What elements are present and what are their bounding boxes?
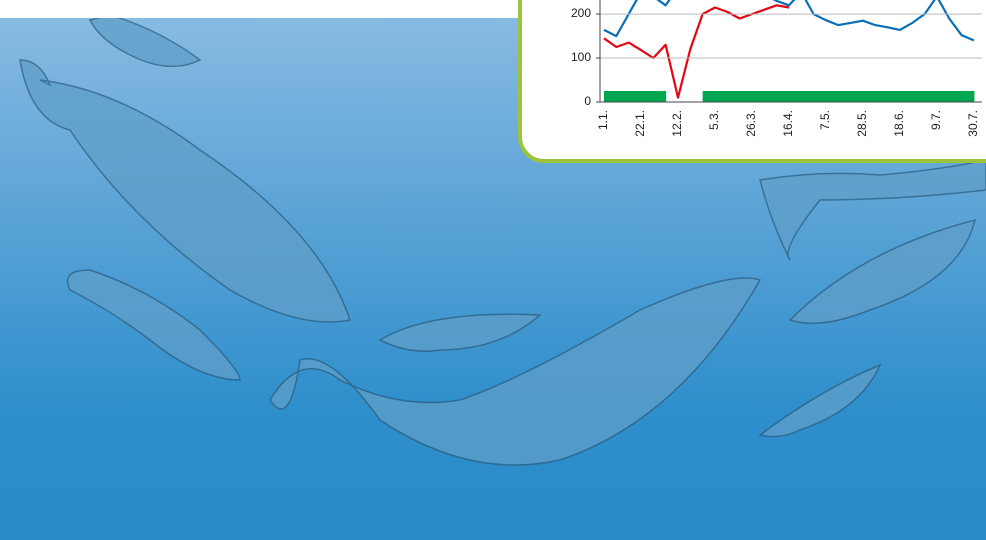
- period-bar: [714, 91, 728, 102]
- fish: [269, 277, 762, 466]
- y-tick-label: 100: [571, 50, 591, 64]
- fish: [378, 313, 542, 352]
- fish: [759, 159, 986, 261]
- header-bar: [0, 0, 522, 18]
- period-bar: [899, 91, 913, 102]
- x-tick-label: 26.3.: [744, 110, 758, 137]
- plot-area: [603, 0, 975, 102]
- x-tick-label: 28.5.: [855, 110, 869, 137]
- period-bar: [949, 91, 963, 102]
- period-bar: [862, 91, 876, 102]
- line-series: [603, 4, 790, 99]
- period-bar: [604, 91, 617, 102]
- period-bar: [640, 91, 654, 102]
- fish: [19, 59, 351, 323]
- period-bar: [628, 91, 642, 102]
- period-bar: [850, 91, 864, 102]
- fish: [88, 14, 202, 68]
- x-tick-label: 22.1.: [633, 110, 647, 137]
- period-bar: [739, 91, 753, 102]
- y-tick-label: 200: [571, 6, 591, 20]
- fish: [66, 269, 241, 381]
- period-bar: [887, 91, 901, 102]
- period-bar: [751, 91, 765, 102]
- fish: [788, 218, 977, 325]
- period-bar: [702, 91, 716, 102]
- chart: 0 100 200 1.1. 22.1. 12.2. 5.3. 26.3. 16.4. 7.5. 2…: [571, 0, 982, 137]
- period-bar: [838, 91, 852, 102]
- period-bar: [788, 91, 802, 102]
- period-bar: [616, 91, 630, 102]
- chart-panel: [518, 0, 986, 163]
- x-tick-label: 12.2.: [670, 110, 684, 137]
- period-bar: [924, 91, 938, 102]
- x-tick-label: 1.1.: [596, 110, 610, 130]
- x-tick-label: 16.4.: [781, 110, 795, 137]
- x-tick-label: 7.5.: [818, 110, 832, 130]
- fish: [758, 363, 882, 438]
- period-bar: [764, 91, 778, 102]
- line-series: [603, 0, 975, 42]
- x-tick-label: 30.7.: [966, 110, 980, 137]
- period-bar: [875, 91, 889, 102]
- x-tick-label: 5.3.: [707, 110, 721, 130]
- period-bar: [961, 91, 975, 102]
- y-tick-label: 0: [584, 94, 591, 108]
- period-bar: [727, 91, 741, 102]
- x-tick-label: 9.7.: [929, 110, 943, 130]
- x-tick-label: 18.6.: [892, 110, 906, 137]
- period-bar: [653, 91, 667, 102]
- period-bar: [912, 91, 926, 102]
- period-bar: [813, 91, 827, 102]
- period-bar: [801, 91, 815, 102]
- period-bar: [936, 91, 950, 102]
- period-bar: [776, 91, 790, 102]
- period-bar: [825, 91, 839, 102]
